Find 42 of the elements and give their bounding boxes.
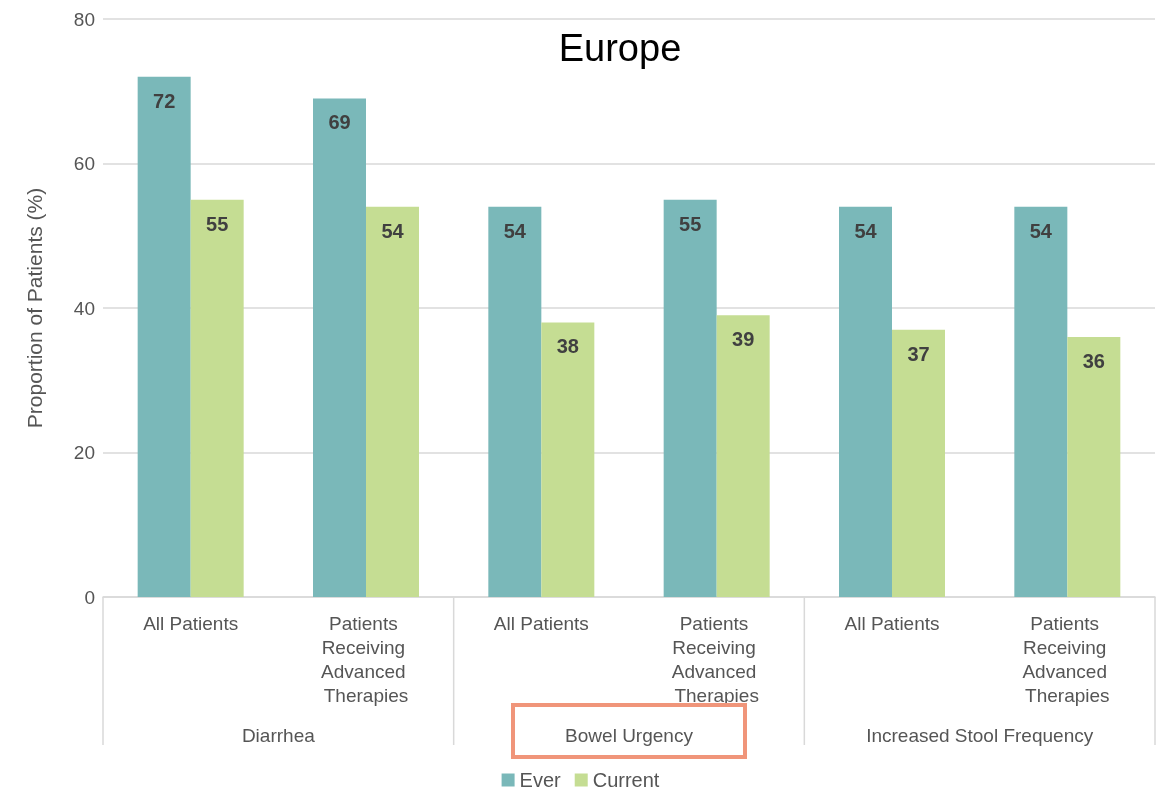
bar <box>892 329 945 597</box>
y-tick-label: 60 <box>73 153 95 174</box>
data-label: 72 <box>153 89 176 112</box>
legend-label: Current <box>592 769 660 791</box>
y-axis-title: Proportion of Patients (%) <box>23 187 46 429</box>
data-label: 69 <box>328 111 351 134</box>
bar <box>1067 336 1121 597</box>
data-label: 38 <box>556 335 579 358</box>
x-tick-label: All Patients <box>143 612 239 634</box>
bar <box>839 206 892 597</box>
data-label: 54 <box>381 219 405 242</box>
bar <box>366 206 419 597</box>
data-label: 39 <box>732 328 755 351</box>
y-tick-label: 20 <box>73 442 95 463</box>
data-label: 54 <box>1029 219 1053 242</box>
bar <box>541 322 595 597</box>
data-label: 54 <box>854 219 878 242</box>
x-tick-label: Patients Receiving Advanced Therapies <box>1022 612 1113 706</box>
bar <box>1014 206 1068 597</box>
text: Increased Stool Frequency <box>866 724 1094 746</box>
bar <box>716 315 770 597</box>
data-label: 37 <box>907 342 930 365</box>
data-label: 55 <box>679 212 702 235</box>
data-label: 54 <box>503 219 527 242</box>
x-tick-label: Patients Receiving Advanced Therapies <box>671 612 762 706</box>
text: Bowel Urgency <box>565 724 694 746</box>
y-tick-label: 40 <box>73 297 95 319</box>
bar <box>663 199 717 597</box>
chart-title: Europe <box>558 27 682 69</box>
bar <box>488 206 542 597</box>
x-tick-label: All Patients <box>844 612 940 634</box>
data-label: 36 <box>1082 349 1105 372</box>
y-tick-label: 0 <box>84 586 95 608</box>
bar <box>313 98 366 597</box>
legend-label: Ever <box>519 769 562 791</box>
x-tick-label: All Patients <box>493 612 589 634</box>
text: Diarrhea <box>241 724 316 746</box>
bar <box>137 76 191 597</box>
x-tick-label: Patients Receiving Advanced Therapies <box>321 612 411 706</box>
y-tick-label: 80 <box>73 8 95 30</box>
bar <box>190 199 244 597</box>
data-label: 55 <box>206 212 229 235</box>
